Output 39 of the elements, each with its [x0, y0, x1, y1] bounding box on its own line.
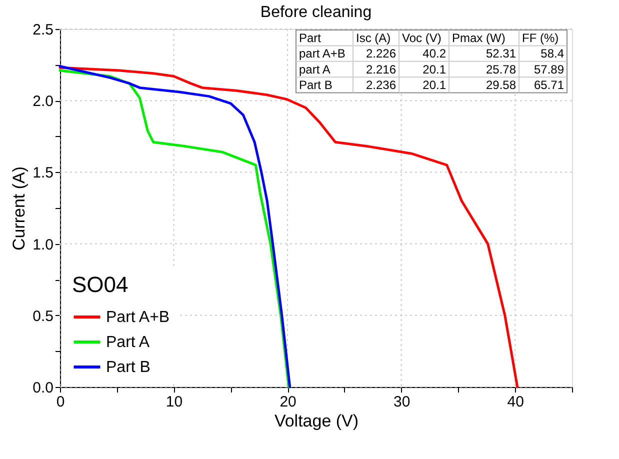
line-series: [58, 66, 519, 388]
text: 0.0: [32, 380, 54, 396]
annotation: Isc (A): [356, 31, 391, 45]
annotation: 20.1: [422, 78, 446, 92]
x-tick-label: 0: [56, 394, 65, 410]
annotation: 29.58: [486, 78, 516, 92]
annotation: FF (%): [522, 31, 559, 45]
annotation: Part: [299, 31, 322, 45]
y-axis-title: Current (A): [10, 166, 29, 251]
legend-title: SO04: [72, 272, 128, 297]
y-tick-label: 2.5: [32, 22, 54, 38]
annotation: 2.236: [366, 78, 396, 92]
chart-title: Before cleaning: [260, 4, 372, 21]
y-tick-label: 0.5: [32, 308, 54, 325]
annotation: 20.1: [422, 62, 446, 76]
annotation: 25.78: [486, 62, 516, 76]
annotation: Pmax (W): [452, 31, 506, 45]
legend-label: Part A+B: [106, 309, 170, 326]
x-axis-title: Voltage (V): [274, 412, 359, 430]
y-tick-label: 2.0: [32, 93, 54, 110]
legend-label: Part A: [106, 334, 150, 351]
x-tick-label: 20: [280, 394, 296, 410]
y-tick-label: 1.0: [32, 236, 54, 254]
annotation: part A+B: [299, 46, 346, 61]
x-tick-label: 30: [393, 394, 410, 410]
legend-label: Part B: [106, 359, 150, 376]
annotation: Voc (V): [402, 31, 442, 45]
annotation: 40.2: [422, 46, 446, 61]
x-tick-label: 40: [507, 394, 524, 410]
annotation: 2.226: [366, 46, 396, 61]
annotation: part A: [299, 62, 330, 76]
annotation: 65.71: [534, 78, 564, 92]
y-tick-label: 1.5: [32, 164, 54, 182]
annotation: 57.89: [534, 62, 564, 76]
annotation: 2.216: [366, 62, 396, 76]
annotation: 58.4: [540, 46, 564, 61]
annotation: 52.31: [486, 46, 516, 61]
annotation: Part B: [299, 78, 332, 92]
x-tick-label: 10: [166, 394, 183, 410]
